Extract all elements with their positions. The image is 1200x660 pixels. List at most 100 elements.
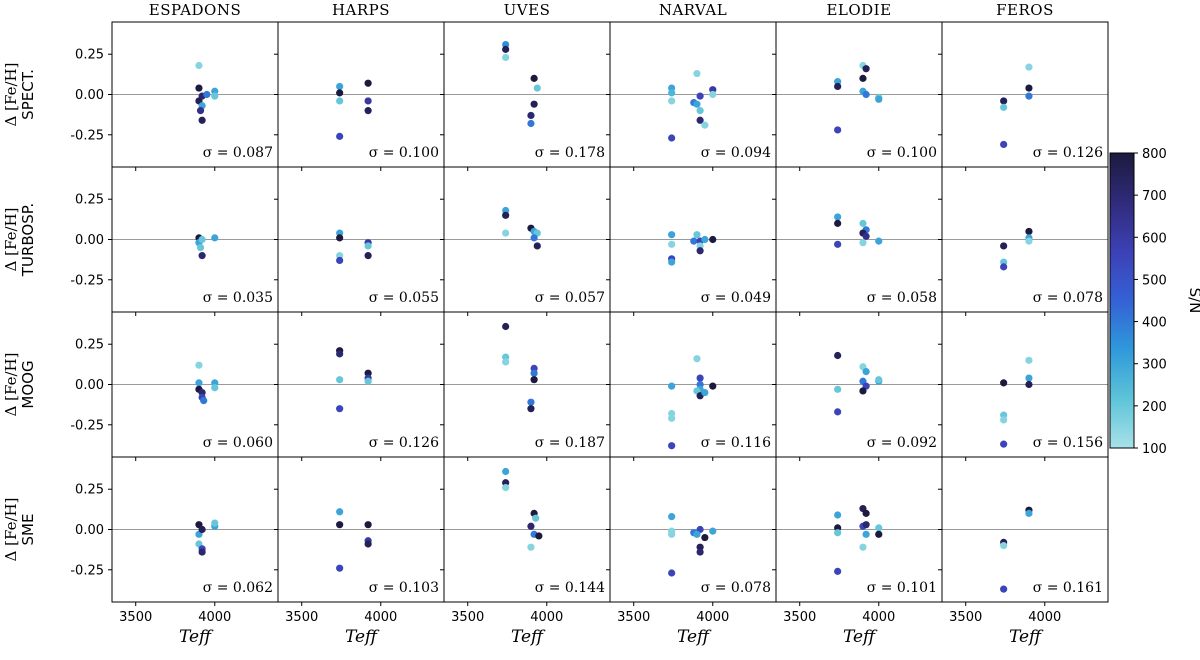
data-point (364, 79, 372, 87)
data-point (195, 84, 203, 92)
colorbar: 800 700 600 500 400 300 200 100 S/N (1109, 147, 1200, 457)
sigma-annotation: σ = 0.058 (867, 290, 937, 306)
data-point (875, 524, 883, 532)
column-title-narval: NARVAL (659, 1, 727, 19)
sigma-annotation: σ = 0.087 (203, 145, 273, 161)
data-point (527, 522, 535, 530)
x-tick-label: 4000 (530, 610, 563, 625)
data-point (336, 376, 344, 384)
x-tick-label: 4000 (198, 610, 231, 625)
sigma-annotation: σ = 0.049 (701, 290, 771, 306)
data-point (502, 211, 510, 219)
data-point (701, 388, 709, 397)
data-point (875, 95, 883, 103)
data-point (834, 240, 842, 248)
panel-spect-uves: σ = 0.178 (440, 21, 611, 171)
panel-turbosp-narval: σ = 0.049 (606, 166, 777, 316)
sigma-annotation: σ = 0.178 (535, 145, 605, 161)
y-tick-label: 0.25 (75, 193, 104, 208)
colorbar-gradient (1109, 152, 1135, 449)
y-tick-label: -0.25 (70, 128, 104, 143)
data-point (859, 387, 867, 395)
row-ylabel-0: Δ [Fe/H] (2, 63, 20, 127)
x-axis-label: Teff (345, 627, 380, 647)
data-point (834, 567, 842, 575)
data-point (195, 61, 203, 70)
panel-sme-narval: 3500 4000 σ = 0.078 (606, 456, 777, 625)
data-point (834, 213, 842, 221)
data-point (1000, 585, 1008, 593)
colorbar-tick-label: 500 (1142, 273, 1167, 288)
data-point (859, 543, 867, 551)
row-label-spect: SPECT. (19, 69, 37, 120)
sigma-annotation: σ = 0.144 (535, 580, 605, 596)
sigma-annotation: σ = 0.055 (369, 290, 439, 306)
data-point (701, 533, 709, 542)
data-point (859, 74, 867, 82)
row-titles: Δ [Fe/H] SPECT.Δ [Fe/H] TURBOSP.Δ [Fe/H] MO… (2, 63, 37, 562)
data-point (834, 82, 842, 91)
sigma-annotation: σ = 0.126 (369, 435, 439, 451)
data-point (862, 368, 870, 376)
data-point (668, 513, 676, 521)
data-point (701, 121, 709, 129)
x-tick-label: 3500 (617, 610, 650, 625)
data-point (364, 107, 372, 115)
data-point (709, 382, 717, 390)
y-tick-label: 0.25 (75, 338, 104, 353)
x-tick-label: 3500 (451, 610, 484, 625)
x-tick-label: 4000 (696, 610, 729, 625)
data-point (862, 90, 870, 99)
x-tick-label: 4000 (364, 610, 397, 625)
data-point (834, 511, 842, 519)
sigma-annotation: σ = 0.078 (701, 580, 771, 596)
data-point (1025, 84, 1033, 92)
data-point (364, 521, 372, 529)
y-tick-label: -0.25 (70, 563, 104, 578)
colorbar-tick-label: 700 (1142, 189, 1167, 204)
data-point (834, 529, 842, 537)
column-titles: ESPADONS HARPS UVES NARVAL ELODIE FEROS (149, 1, 1054, 19)
data-point (530, 369, 538, 377)
data-point (211, 234, 219, 242)
data-point (502, 45, 510, 53)
data-point (696, 374, 704, 382)
x-axis-label: Teff (677, 627, 712, 647)
row-ylabel-1: Δ [Fe/H] (2, 208, 20, 272)
data-point (533, 242, 541, 250)
data-point (696, 548, 704, 556)
data-point (198, 116, 206, 124)
data-point (1025, 92, 1033, 100)
x-tick-label: 3500 (949, 610, 982, 625)
row-ylabel-2: Δ [Fe/H] (2, 353, 20, 417)
column-title-espadons: ESPADONS (149, 1, 242, 19)
panel-sme-espadons: 0.25 0.00 -0.25 3500 4000 σ = 0.062 (70, 456, 279, 625)
data-point (502, 484, 510, 492)
data-point (527, 543, 535, 551)
panel-moog-espadons: 0.25 0.00 -0.25 σ = 0.060 (70, 311, 279, 461)
data-point (696, 92, 704, 100)
data-point (1025, 63, 1033, 71)
data-point (693, 530, 701, 538)
panel-spect-espadons: 0.25 0.00 -0.25 σ = 0.087 (70, 21, 279, 171)
row-ylabel-3: Δ [Fe/H] (2, 498, 20, 562)
panel-spect-elodie: σ = 0.100 (772, 21, 943, 171)
column-title-uves: UVES (504, 1, 551, 19)
column-title-elodie: ELODIE (826, 1, 891, 19)
panel-turbosp-uves: σ = 0.057 (440, 166, 611, 316)
data-point (834, 351, 842, 360)
x-axis-label: Teff (1009, 627, 1044, 647)
sigma-annotation: σ = 0.156 (1033, 435, 1103, 451)
data-point (336, 564, 344, 572)
data-point (1025, 374, 1033, 382)
data-point (668, 258, 676, 266)
data-point (211, 519, 219, 527)
sigma-annotation: σ = 0.100 (867, 145, 937, 161)
x-axis-labels: Teff Teff Teff Teff Teff Teff (179, 627, 1044, 647)
data-point (1000, 542, 1008, 550)
colorbar-tick-label: 200 (1142, 400, 1167, 415)
data-point (195, 361, 203, 369)
data-point (693, 231, 701, 239)
data-point (696, 116, 704, 124)
